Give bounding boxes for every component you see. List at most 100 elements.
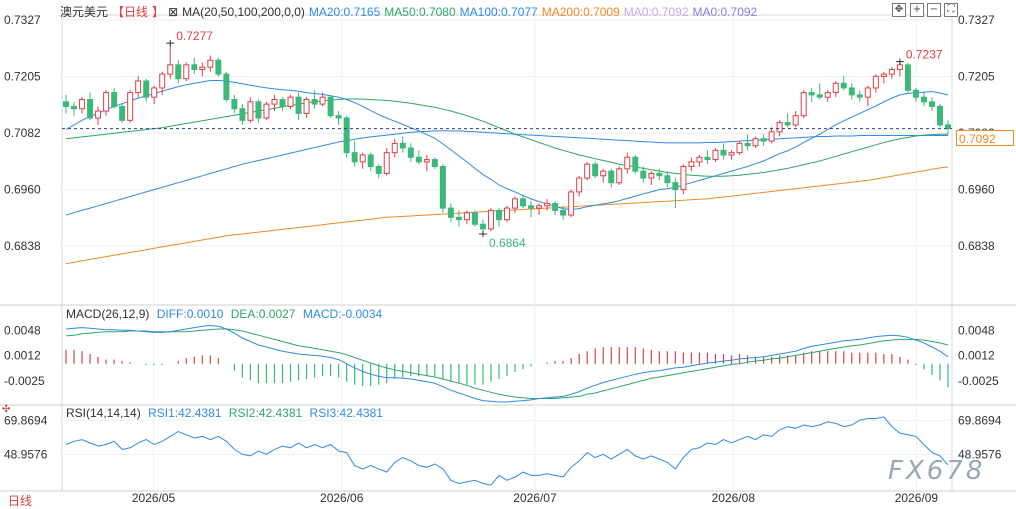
macd-header: MACD(26,12,9) DIFF:0.0010 DEA:0.0027 MAC… [66,307,386,321]
candle-body [455,216,462,221]
candle-body [335,115,342,119]
candle-body [656,172,663,177]
extreme-label: 0.6864 [489,236,526,250]
candle-body [840,82,847,89]
macd-axis-tick-right: 0.0048 [958,323,995,337]
candle-body [680,166,687,191]
candle-body [864,87,871,98]
candle-body [343,117,350,154]
candle-body [279,98,286,107]
candle-body [936,105,943,126]
current-price-label: 0.7092 [956,130,1014,146]
candle-body [407,147,414,158]
candle-body [608,170,615,184]
candle-body [287,96,294,107]
time-axis-tick: 2026/07 [513,491,557,505]
ma-legend-4: MA0:0.7092 [623,5,689,19]
candle-body [512,198,519,209]
ma-legend-1: MA50:0.7080 [384,5,456,19]
candle-body [768,131,775,142]
candle-body [207,59,214,68]
price-axis-tick-left: 0.7082 [4,126,41,140]
candle-body [495,209,502,221]
candle-body [824,92,831,98]
macd-axis-tick-right: -0.0025 [958,374,999,388]
candle-body [544,202,551,207]
candle-body [391,142,398,154]
period-tag[interactable]: 【日线】 [112,5,165,19]
candle-body [576,177,583,193]
candle-body [447,207,454,218]
candle-body [792,115,799,126]
macd-value: MACD:-0.0034 [302,307,383,321]
candle-body [880,73,887,77]
candle-body [151,87,158,98]
price-axis-tick-right: 0.6960 [958,183,995,197]
price-axis-tick-left: 0.7205 [4,69,41,83]
zoom-out-icon[interactable]: − [927,3,941,17]
candle-body [800,92,807,117]
candle-body [87,98,94,119]
candle-body [736,142,743,154]
candle-body [856,94,863,98]
ma-legend-0: MA20:0.7165 [308,5,381,19]
candle-body [103,92,110,112]
candle-body [239,108,246,121]
candle-body [808,92,815,96]
candle-body [552,202,559,211]
candle-body [383,152,390,174]
macd-diff-line [65,324,949,403]
candle-body [728,152,735,156]
candle-body [415,156,422,163]
candle-body [912,89,919,98]
zoom-in-icon[interactable]: + [910,3,924,17]
candle-body [167,64,174,75]
candle-body [784,122,791,126]
ma-legend-2: MA100:0.7077 [459,5,538,19]
candle-body [920,96,927,103]
price-axis-tick-left: 0.6960 [4,183,41,197]
candle-body [71,105,78,110]
price-axis-tick-right: 0.6838 [958,239,995,253]
macd-dea: DEA:0.0027 [230,307,296,321]
candle-body [624,156,631,170]
macd-axis-tick-left: 0.0012 [4,348,41,362]
candle-body [135,80,142,94]
candle-body [688,161,695,168]
rsi-title: RSI(14,14,14) [66,406,141,420]
fullscreen-icon[interactable]: ⛶ [944,3,958,17]
candle-body [872,75,879,89]
candle-body [752,138,759,147]
candle-body [712,149,719,161]
candle-body [760,138,767,142]
extreme-label: 0.7237 [906,48,943,62]
rsi-axis-tick-left: 69.8694 [4,413,48,427]
candle-body [399,142,406,149]
candle-body [776,122,783,133]
expand-icon[interactable]: ✥ [892,3,906,17]
rsi3-value: RSI3:42.4381 [309,406,383,420]
candle-body [79,98,86,110]
candle-body [423,159,430,163]
ma-title: MA(20,50,100,200,0,0) [182,5,305,19]
drag-handle-icon[interactable]: ✣ [2,404,11,415]
candle-body [632,156,639,172]
period-button[interactable]: 日线 [8,494,33,508]
candle-body [255,101,262,119]
candle-body [295,96,302,114]
candle-body [111,92,118,107]
candle-body [263,103,270,119]
ma50-line [65,98,948,177]
candle-body [183,64,190,80]
macd-axis-tick-left: -0.0025 [4,374,45,388]
time-axis-tick: 2026/05 [132,491,176,505]
rsi-axis-tick-right: 48.9576 [958,447,1002,461]
price-axis-tick-right: 0.7205 [958,69,995,83]
rsi1-value: RSI1:42.4381 [148,406,222,420]
price-axis-tick-left: 0.6838 [4,239,41,253]
candle-body [664,175,671,184]
settings-icon[interactable]: ⊠ [168,5,179,19]
candle-body [816,94,823,98]
candle-body [704,156,711,161]
